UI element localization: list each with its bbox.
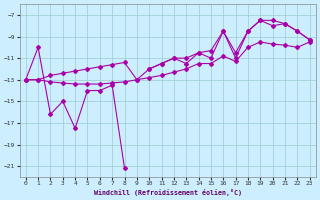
X-axis label: Windchill (Refroidissement éolien,°C): Windchill (Refroidissement éolien,°C): [94, 189, 242, 196]
